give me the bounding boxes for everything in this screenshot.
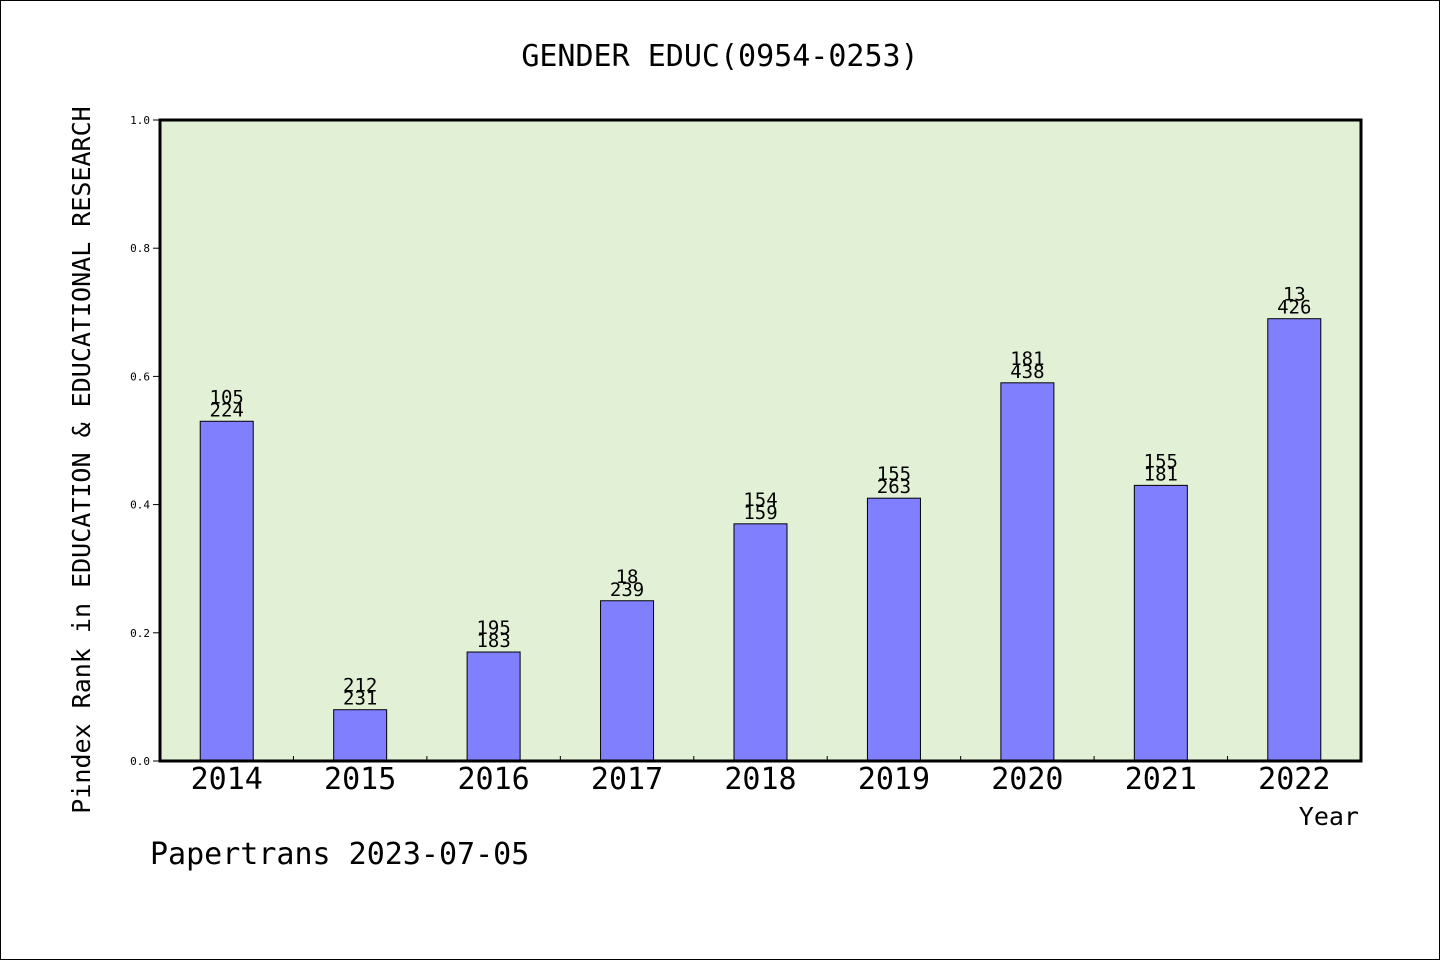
x-tick-label: 2022 bbox=[1258, 762, 1330, 797]
bar-2014 bbox=[199, 420, 254, 762]
bar-label-bottom: 231 bbox=[343, 688, 377, 710]
bar-2020 bbox=[1000, 382, 1055, 762]
chart-title: GENDER EDUC(0954-0253) bbox=[521, 39, 918, 74]
bar-label-bottom: 263 bbox=[877, 476, 911, 498]
y-tick-label: 0.0 bbox=[130, 755, 150, 768]
bar-2017 bbox=[600, 600, 655, 762]
bar-label-bottom: 426 bbox=[1277, 297, 1311, 319]
x-tick-label: 2014 bbox=[191, 762, 263, 797]
bar-2021 bbox=[1133, 484, 1188, 762]
x-tick-label: 2018 bbox=[724, 762, 796, 797]
bar-label-top: 105 bbox=[210, 386, 244, 408]
bar-2016 bbox=[466, 651, 521, 762]
y-tick-label: 0.2 bbox=[130, 627, 150, 640]
x-axis-title: Year bbox=[1299, 802, 1359, 831]
bar-2022 bbox=[1267, 318, 1322, 762]
x-tick-label: 2021 bbox=[1125, 762, 1197, 797]
bar-label-bottom: 239 bbox=[610, 579, 644, 601]
plot-border bbox=[158, 118, 1363, 763]
bar-label-top: 154 bbox=[743, 489, 777, 511]
bar-label-bottom: 181 bbox=[1144, 463, 1178, 485]
bar-label-top: 155 bbox=[877, 463, 911, 485]
bars-group: 1052242122311951831823915415915526318143… bbox=[199, 284, 1322, 762]
bar-label-top: 195 bbox=[476, 617, 510, 639]
x-tick-label: 2020 bbox=[991, 762, 1063, 797]
y-axis-title: Pindex Rank in EDUCATION & EDUCATIONAL R… bbox=[67, 106, 96, 813]
bar-2015 bbox=[333, 709, 388, 762]
x-tick-label: 2017 bbox=[591, 762, 663, 797]
bar-label-bottom: 159 bbox=[743, 502, 777, 524]
y-axis-ticks: 0.0 0.2 0.4 0.6 0.8 1.0 bbox=[130, 114, 1229, 768]
x-tick-label: 2015 bbox=[324, 762, 396, 797]
bar-label-top: 18 bbox=[616, 566, 639, 588]
bar-label-top: 13 bbox=[1283, 284, 1306, 306]
bar-label-top: 212 bbox=[343, 675, 377, 697]
bar-label-bottom: 438 bbox=[1010, 361, 1044, 383]
x-tick-label: 2019 bbox=[858, 762, 930, 797]
x-axis-labels: 2014 2015 2016 2017 2018 2019 2020 2021 2022 bbox=[191, 762, 1331, 797]
bar-label-top: 181 bbox=[1010, 348, 1044, 370]
y-tick-label: 0.6 bbox=[130, 370, 150, 383]
bar-2018 bbox=[733, 523, 788, 762]
y-tick-label: 0.8 bbox=[130, 242, 150, 255]
bar-label-bottom: 183 bbox=[476, 630, 510, 652]
y-tick-label: 1.0 bbox=[130, 114, 150, 127]
y-tick-label: 0.4 bbox=[130, 499, 150, 512]
bar-2019 bbox=[866, 497, 921, 762]
footer-credit: Papertrans 2023-07-05 bbox=[150, 837, 529, 872]
x-tick-label: 2016 bbox=[457, 762, 529, 797]
bar-label-bottom: 224 bbox=[210, 399, 244, 421]
bar-label-top: 155 bbox=[1144, 450, 1178, 472]
